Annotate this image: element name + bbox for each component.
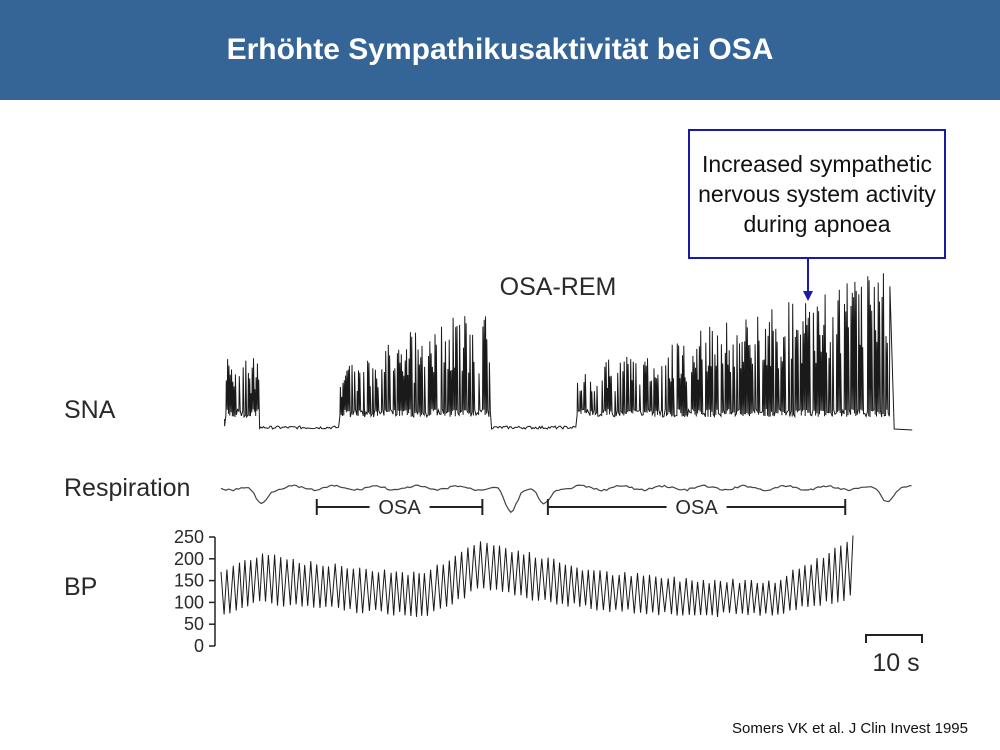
bp-tick-label: 50: [184, 614, 204, 634]
time-scale-bar: 10 s: [865, 634, 923, 677]
channel-label-bp: BP: [64, 573, 97, 601]
bp-tick-label: 250: [174, 527, 204, 547]
respiration-trace: [220, 484, 912, 514]
bp-trace: [220, 535, 854, 618]
osa-markers: OSA OSA: [315, 497, 847, 519]
slide-header: [0, 0, 1000, 100]
bp-tick-label: 150: [174, 571, 204, 591]
callout-arrow: [803, 259, 813, 301]
chart-title: OSA-REM: [500, 273, 617, 301]
callout-box: Increased sympathetic nervous system act…: [688, 129, 946, 259]
bp-tick-label: 100: [174, 592, 204, 612]
osa-period-bar: [546, 499, 847, 515]
osa-period-bar: [315, 499, 484, 515]
osa-period-label: OSA: [378, 497, 421, 519]
osa-period-label: OSA: [675, 497, 718, 519]
citation: Somers VK et al. J Clin Invest 1995: [732, 720, 968, 737]
sna-trace: [224, 273, 913, 431]
bp-tick-label: 200: [174, 549, 204, 569]
channel-label-respiration: Respiration: [64, 474, 190, 502]
channel-label-sna: SNA: [64, 396, 116, 424]
slide-title: Erhöhte Sympathikusaktivität bei OSA: [226, 33, 774, 66]
scale-bar-label: 10 s: [872, 649, 919, 677]
bp-tick-label: 0: [194, 636, 204, 656]
